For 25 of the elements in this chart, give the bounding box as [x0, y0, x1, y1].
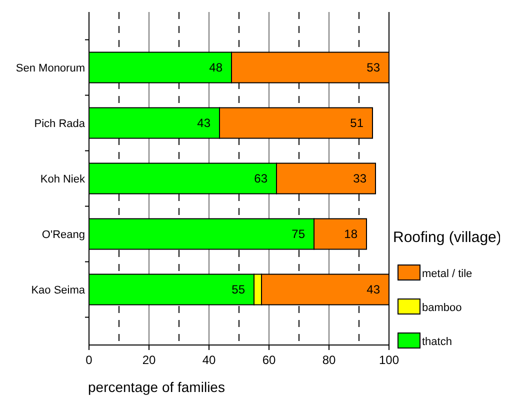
data-label: 43 — [197, 116, 211, 130]
x-tick-label: 60 — [262, 353, 276, 367]
data-label: 51 — [350, 116, 364, 130]
data-label: 33 — [353, 172, 367, 186]
y-tick-label: Sen Monorum — [16, 62, 85, 74]
x-tick-label: 100 — [378, 353, 400, 367]
data-label: 43 — [366, 282, 380, 297]
legend-label: bamboo — [422, 302, 462, 314]
x-tick-label: 40 — [202, 353, 216, 367]
y-tick-label: Kao Seima — [31, 284, 86, 296]
y-tick-label: Koh Niek — [40, 173, 86, 186]
data-label: 63 — [254, 172, 268, 186]
legend-label: thatch — [422, 336, 452, 348]
y-tick-label: Pich Rada — [34, 118, 86, 130]
y-tick-label: O'Reang — [42, 228, 85, 241]
data-label: 48 — [209, 60, 223, 75]
data-label: 55 — [232, 282, 246, 297]
legend-label: metal / tile — [422, 268, 472, 280]
data-label: 18 — [344, 227, 358, 242]
x-tick-label: 0 — [86, 353, 93, 367]
x-tick-label: 80 — [322, 353, 336, 367]
x-axis-title: percentage of families — [88, 379, 225, 395]
data-label: 75 — [292, 227, 306, 242]
data-label: 53 — [366, 60, 380, 75]
x-tick-label: 20 — [142, 353, 156, 367]
